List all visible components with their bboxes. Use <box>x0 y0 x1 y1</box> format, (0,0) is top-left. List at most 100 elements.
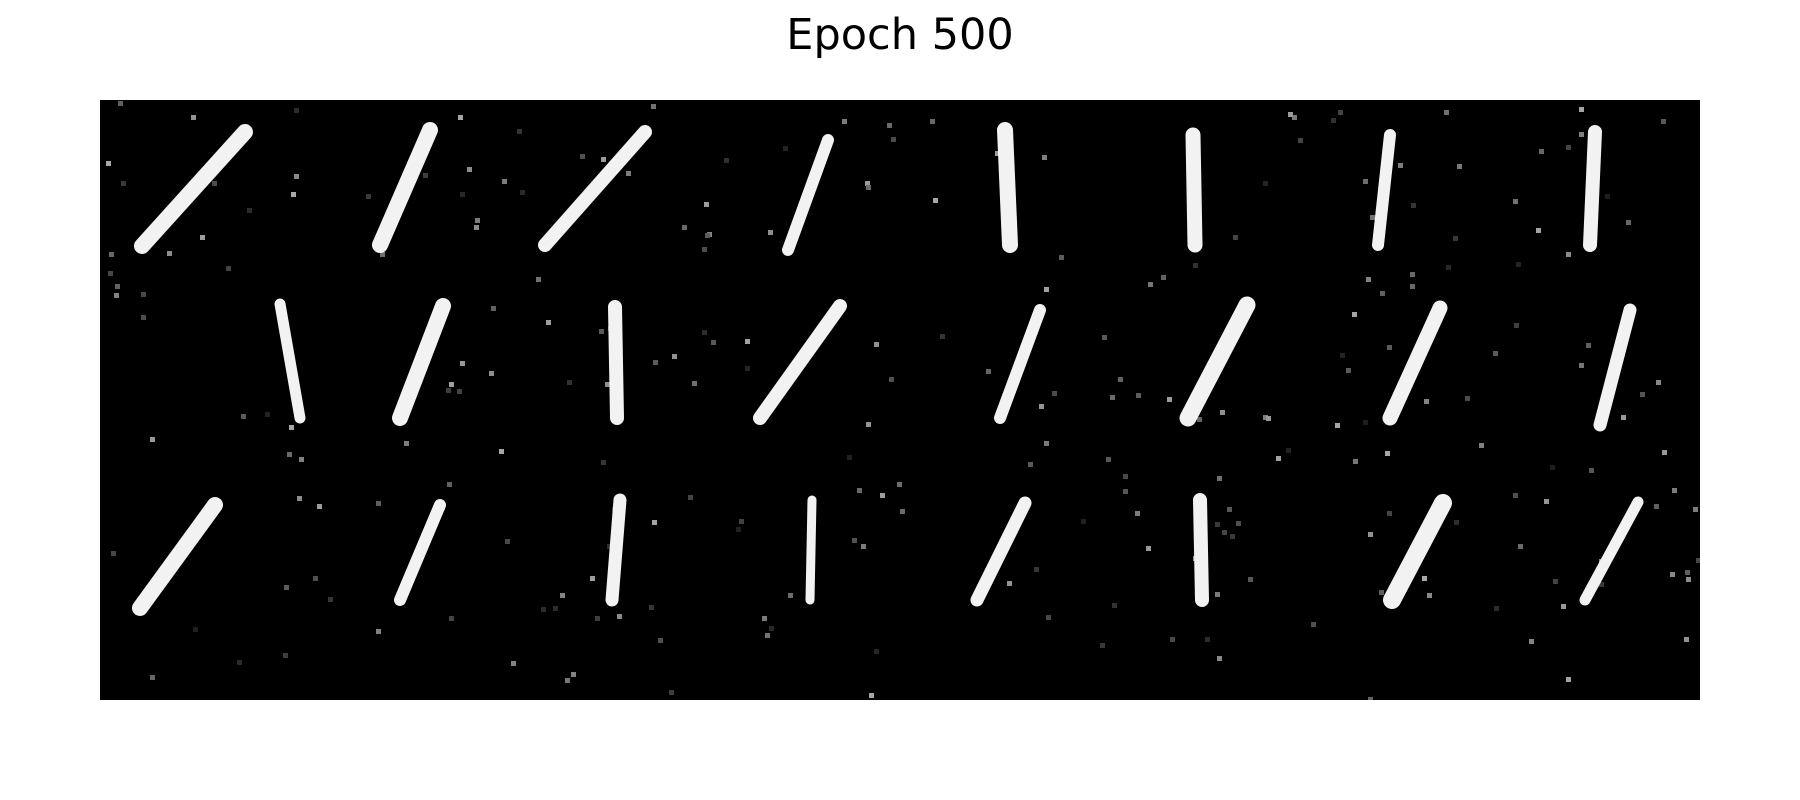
noise-pixel <box>1039 404 1044 409</box>
noise-pixel <box>291 192 296 197</box>
noise-pixel <box>705 233 710 238</box>
figure-title: Epoch 500 <box>786 10 1014 60</box>
noise-pixel <box>474 225 479 230</box>
noise-pixel <box>1536 228 1541 233</box>
noise-pixel <box>200 235 205 240</box>
noise-pixel <box>1589 468 1594 473</box>
noise-pixel <box>704 202 709 207</box>
noise-pixel <box>724 158 729 163</box>
noise-pixel <box>571 672 576 677</box>
noise-pixel <box>1046 615 1051 620</box>
noise-pixel <box>1331 118 1336 123</box>
noise-pixel <box>447 482 452 487</box>
noise-pixel <box>605 382 610 387</box>
noise-pixel <box>241 414 246 419</box>
noise-pixel <box>995 151 1000 156</box>
noise-pixel <box>1263 181 1268 186</box>
noise-pixel <box>1248 577 1253 582</box>
noise-pixel <box>1579 132 1584 137</box>
noise-pixel <box>299 457 304 462</box>
noise-pixel <box>739 519 744 524</box>
noise-pixel <box>541 607 546 612</box>
noise-pixel <box>595 616 600 621</box>
noise-pixel <box>141 292 146 297</box>
noise-pixel <box>1654 504 1659 509</box>
noise-pixel <box>1662 450 1667 455</box>
noise-pixel <box>111 551 116 556</box>
noise-pixel <box>289 425 294 430</box>
noise-pixel <box>1197 417 1202 422</box>
digit-stroke <box>805 495 817 605</box>
noise-pixel <box>1410 272 1415 277</box>
noise-pixel <box>167 251 172 256</box>
noise-pixel <box>590 576 595 581</box>
noise-pixel <box>1479 443 1484 448</box>
noise-pixel <box>1579 107 1584 112</box>
noise-pixel <box>900 509 905 514</box>
noise-pixel <box>874 342 879 347</box>
digit-stroke <box>394 499 446 606</box>
noise-pixel <box>376 629 381 634</box>
noise-pixel <box>940 334 945 339</box>
noise-pixel <box>601 460 606 465</box>
noise-pixel <box>520 190 525 195</box>
noise-pixel <box>108 271 113 276</box>
noise-pixel <box>1102 335 1107 340</box>
noise-pixel <box>866 422 871 427</box>
noise-pixel <box>1346 368 1351 373</box>
digit-stroke <box>608 300 624 425</box>
noise-pixel <box>1454 520 1459 525</box>
noise-pixel <box>1566 145 1571 150</box>
noise-pixel <box>1693 507 1698 512</box>
noise-pixel <box>1220 410 1225 415</box>
digit-stroke <box>1383 494 1452 609</box>
noise-pixel <box>467 167 472 172</box>
noise-pixel <box>121 181 126 186</box>
digit-stroke <box>605 493 627 607</box>
noise-pixel <box>762 616 767 621</box>
digit-stroke <box>1593 303 1637 432</box>
noise-pixel <box>1539 149 1544 154</box>
noise-pixel <box>874 649 879 654</box>
noise-pixel <box>1227 507 1232 512</box>
noise-pixel <box>1106 457 1111 462</box>
noise-pixel <box>1193 263 1198 268</box>
noise-pixel <box>930 119 935 124</box>
noise-pixel <box>265 412 270 417</box>
noise-pixel <box>651 104 656 109</box>
noise-pixel <box>567 380 572 385</box>
noise-pixel <box>1427 593 1432 598</box>
noise-pixel <box>866 185 871 190</box>
noise-pixel <box>1118 377 1123 382</box>
noise-pixel <box>1217 476 1222 481</box>
noise-pixel <box>601 157 606 162</box>
noise-pixel <box>212 181 217 186</box>
noise-pixel <box>933 198 938 203</box>
noise-pixel <box>736 527 741 532</box>
noise-pixel <box>1352 312 1357 317</box>
noise-pixel <box>1311 622 1316 627</box>
noise-pixel <box>1599 582 1604 587</box>
noise-pixel <box>1457 164 1462 169</box>
noise-pixel <box>1379 590 1384 595</box>
noise-pixel <box>294 174 299 179</box>
noise-pixel <box>1368 532 1373 537</box>
noise-pixel <box>842 119 847 124</box>
noise-pixel <box>284 585 289 590</box>
noise-pixel <box>1387 345 1392 350</box>
noise-pixel <box>565 678 570 683</box>
digit-stroke <box>1372 129 1396 251</box>
noise-pixel <box>366 194 371 199</box>
noise-pixel <box>1424 399 1429 404</box>
noise-pixel <box>491 306 496 311</box>
digit-stroke <box>1382 300 1448 426</box>
noise-pixel <box>702 247 707 252</box>
noise-pixel <box>517 129 522 134</box>
noise-pixel <box>1167 397 1172 402</box>
noise-pixel <box>1217 656 1222 661</box>
noise-pixel <box>1161 275 1166 280</box>
noise-pixel <box>607 544 612 549</box>
noise-pixel <box>880 493 885 498</box>
digit-stroke <box>132 497 223 616</box>
